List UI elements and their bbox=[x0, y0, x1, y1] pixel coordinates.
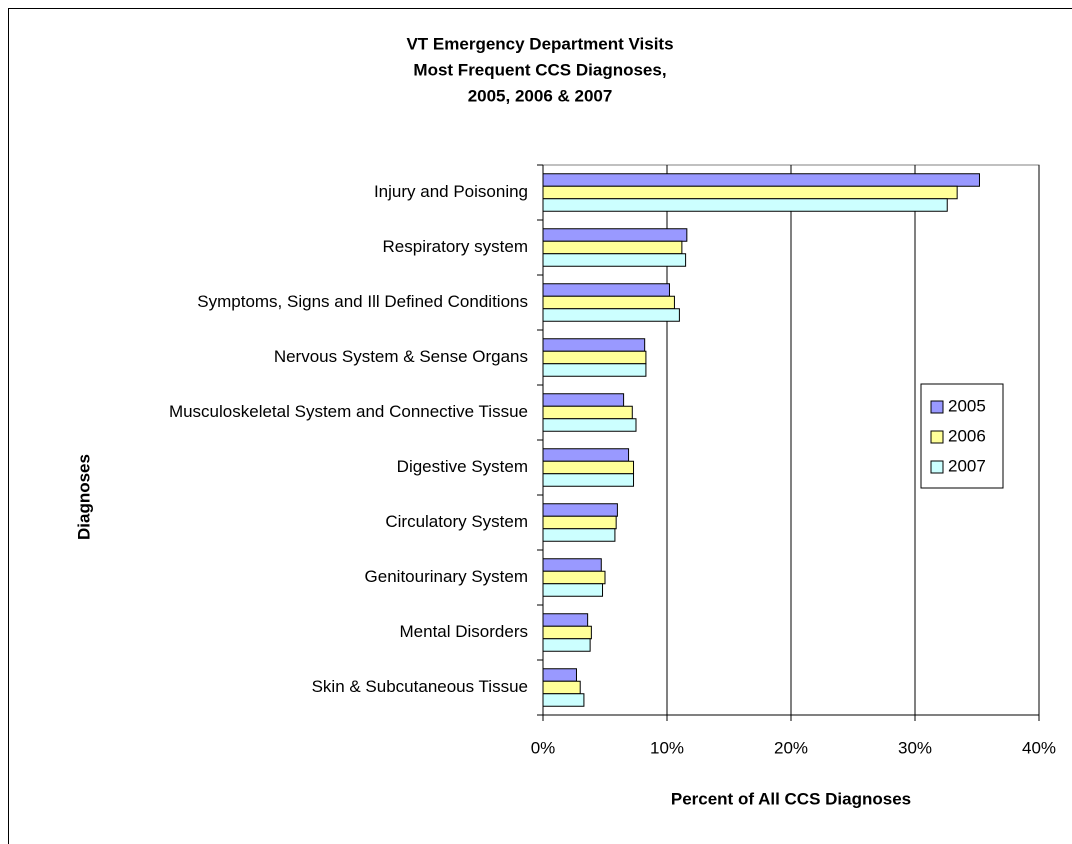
legend-swatch bbox=[930, 460, 944, 474]
y-tick-label: Injury and Poisoning bbox=[374, 182, 528, 201]
bar bbox=[542, 693, 585, 707]
y-tick-label: Symptoms, Signs and Ill Defined Conditio… bbox=[197, 292, 528, 311]
chart-title: 2005, 2006 & 2007 bbox=[468, 86, 613, 105]
legend-label: 2006 bbox=[948, 426, 986, 445]
y-tick-label: Nervous System & Sense Organs bbox=[274, 347, 528, 366]
bar bbox=[542, 295, 675, 310]
legend-swatch bbox=[930, 400, 944, 414]
bar bbox=[542, 680, 581, 695]
chart-title: VT Emergency Department Visits bbox=[406, 34, 673, 53]
x-tick-label: 10% bbox=[650, 738, 684, 757]
bar bbox=[542, 638, 591, 652]
bar bbox=[542, 405, 633, 420]
bar bbox=[542, 338, 646, 352]
bar bbox=[542, 185, 958, 200]
y-tick-label: Musculoskeletal System and Connective Ti… bbox=[169, 402, 528, 421]
bar bbox=[542, 418, 637, 432]
y-tick-label: Respiratory system bbox=[383, 237, 528, 256]
bar bbox=[542, 583, 604, 597]
bar bbox=[542, 668, 577, 682]
bar bbox=[542, 625, 592, 640]
bar bbox=[542, 308, 680, 322]
x-tick-label: 0% bbox=[531, 738, 556, 757]
y-axis-title: Diagnoses bbox=[74, 454, 93, 540]
bar bbox=[542, 228, 688, 242]
x-axis-title: Percent of All CCS Diagnoses bbox=[671, 789, 911, 808]
y-tick-label: Mental Disorders bbox=[400, 622, 529, 641]
bar bbox=[542, 473, 635, 487]
legend-label: 2005 bbox=[948, 396, 986, 415]
bar bbox=[542, 363, 647, 377]
bar bbox=[542, 173, 980, 187]
bar bbox=[542, 198, 948, 212]
y-tick-label: Circulatory System bbox=[385, 512, 528, 531]
bar bbox=[542, 460, 635, 475]
bar bbox=[542, 613, 589, 627]
x-tick-label: 40% bbox=[1022, 738, 1056, 757]
bar bbox=[542, 503, 618, 517]
bar bbox=[542, 350, 647, 365]
bar bbox=[542, 515, 617, 530]
chart-title: Most Frequent CCS Diagnoses, bbox=[413, 60, 666, 79]
bar bbox=[542, 528, 616, 542]
bar bbox=[542, 570, 606, 585]
bar bbox=[542, 253, 687, 267]
bar bbox=[542, 558, 602, 572]
legend-swatch bbox=[930, 430, 944, 444]
x-tick-label: 20% bbox=[774, 738, 808, 757]
bar bbox=[542, 283, 670, 297]
bar bbox=[542, 448, 630, 462]
bar bbox=[542, 240, 683, 255]
legend-label: 2007 bbox=[948, 456, 986, 475]
y-tick-label: Digestive System bbox=[397, 457, 528, 476]
y-tick-label: Genitourinary System bbox=[365, 567, 528, 586]
x-tick-label: 30% bbox=[898, 738, 932, 757]
y-tick-label: Skin & Subcutaneous Tissue bbox=[312, 677, 528, 696]
bar bbox=[542, 393, 625, 407]
